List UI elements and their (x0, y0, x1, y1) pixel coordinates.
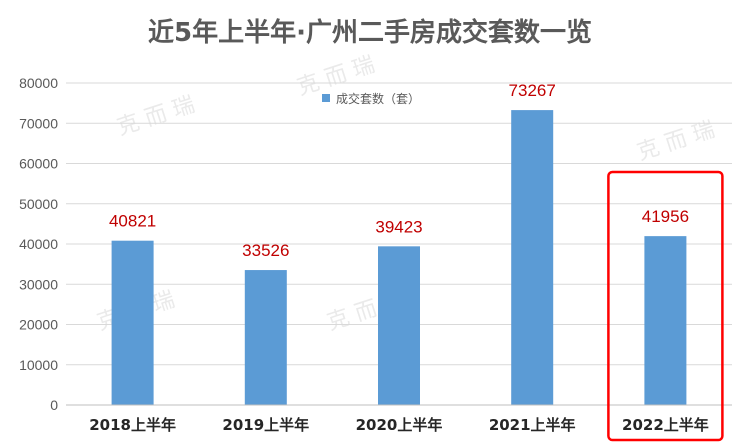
legend-label: 成交套数（套） (336, 91, 420, 106)
data-label: 40821 (109, 212, 156, 231)
watermark: 克 而 瑞 (634, 117, 718, 165)
x-tick-label: 2022上半年 (622, 416, 709, 434)
y-tick-label: 30000 (19, 276, 58, 292)
y-tick-label: 20000 (19, 317, 58, 333)
data-label: 41956 (642, 207, 689, 226)
y-tick-label: 50000 (19, 196, 58, 212)
y-tick-label: 0 (50, 397, 58, 413)
bar-2018上半年 (111, 240, 154, 405)
bar-2019上半年 (244, 270, 287, 405)
y-tick-label: 70000 (19, 115, 58, 131)
y-tick-label: 60000 (19, 156, 58, 172)
bar-2022上半年 (644, 236, 687, 405)
data-label: 39423 (375, 217, 422, 236)
x-tick-label: 2020上半年 (356, 416, 443, 434)
bar-2021上半年 (511, 110, 554, 405)
data-label: 73267 (509, 81, 556, 100)
bar-2020上半年 (378, 246, 420, 405)
y-tick-label: 40000 (19, 236, 58, 252)
x-tick-label: 2021上半年 (489, 416, 576, 434)
data-label: 33526 (242, 241, 289, 260)
watermark: 克 而 瑞 (114, 92, 198, 140)
chart-title: 近5年上半年·广州二手房成交套数一览 (148, 18, 592, 48)
y-tick-label: 80000 (19, 75, 58, 91)
x-tick-label: 2018上半年 (89, 416, 176, 434)
y-tick-label: 10000 (19, 357, 58, 373)
x-tick-label: 2019上半年 (222, 416, 309, 434)
legend-swatch (322, 94, 330, 102)
highlight-box (607, 170, 724, 442)
